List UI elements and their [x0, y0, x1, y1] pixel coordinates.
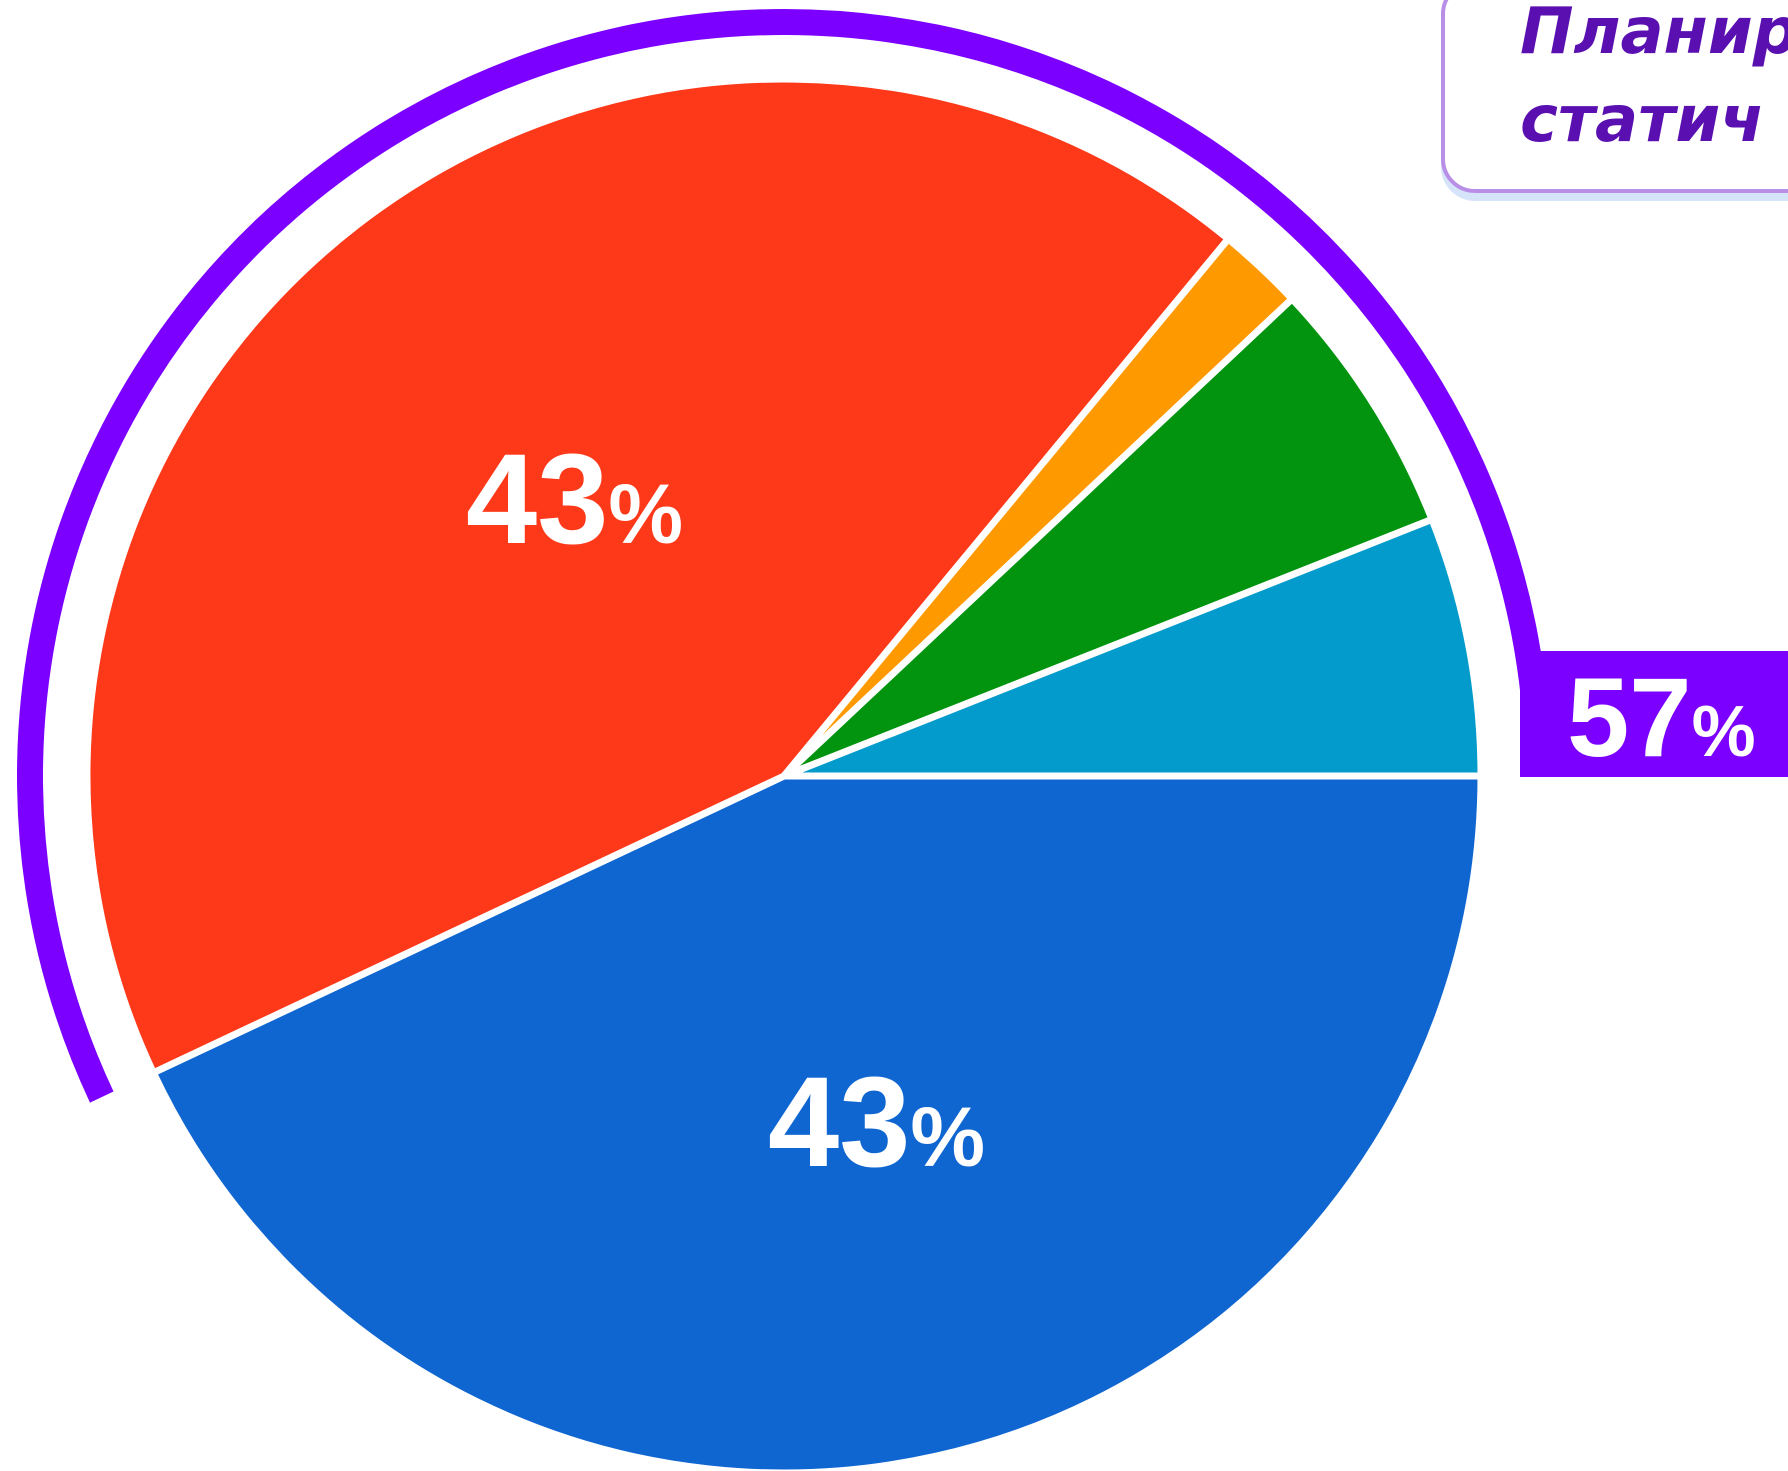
pie-slice-0 — [149, 772, 1485, 1471]
pie-slice-3 — [780, 295, 1436, 780]
callout-line-1: Планиру — [1520, 0, 1788, 69]
pie-slice-1 — [83, 75, 1232, 1077]
pie-slice-4 — [780, 515, 1485, 780]
callout-line-2: статич — [1520, 83, 1765, 157]
group-percent-label: 57% — [1567, 655, 1756, 780]
data-label-red: 43% — [466, 428, 684, 571]
callout-box — [1441, 0, 1788, 193]
group-arc — [17, 9, 1551, 1103]
callout-text: Планиру статич — [1520, 0, 1788, 164]
data-label-blue: 43% — [768, 1051, 986, 1194]
group-percent-badge — [1520, 651, 1788, 777]
